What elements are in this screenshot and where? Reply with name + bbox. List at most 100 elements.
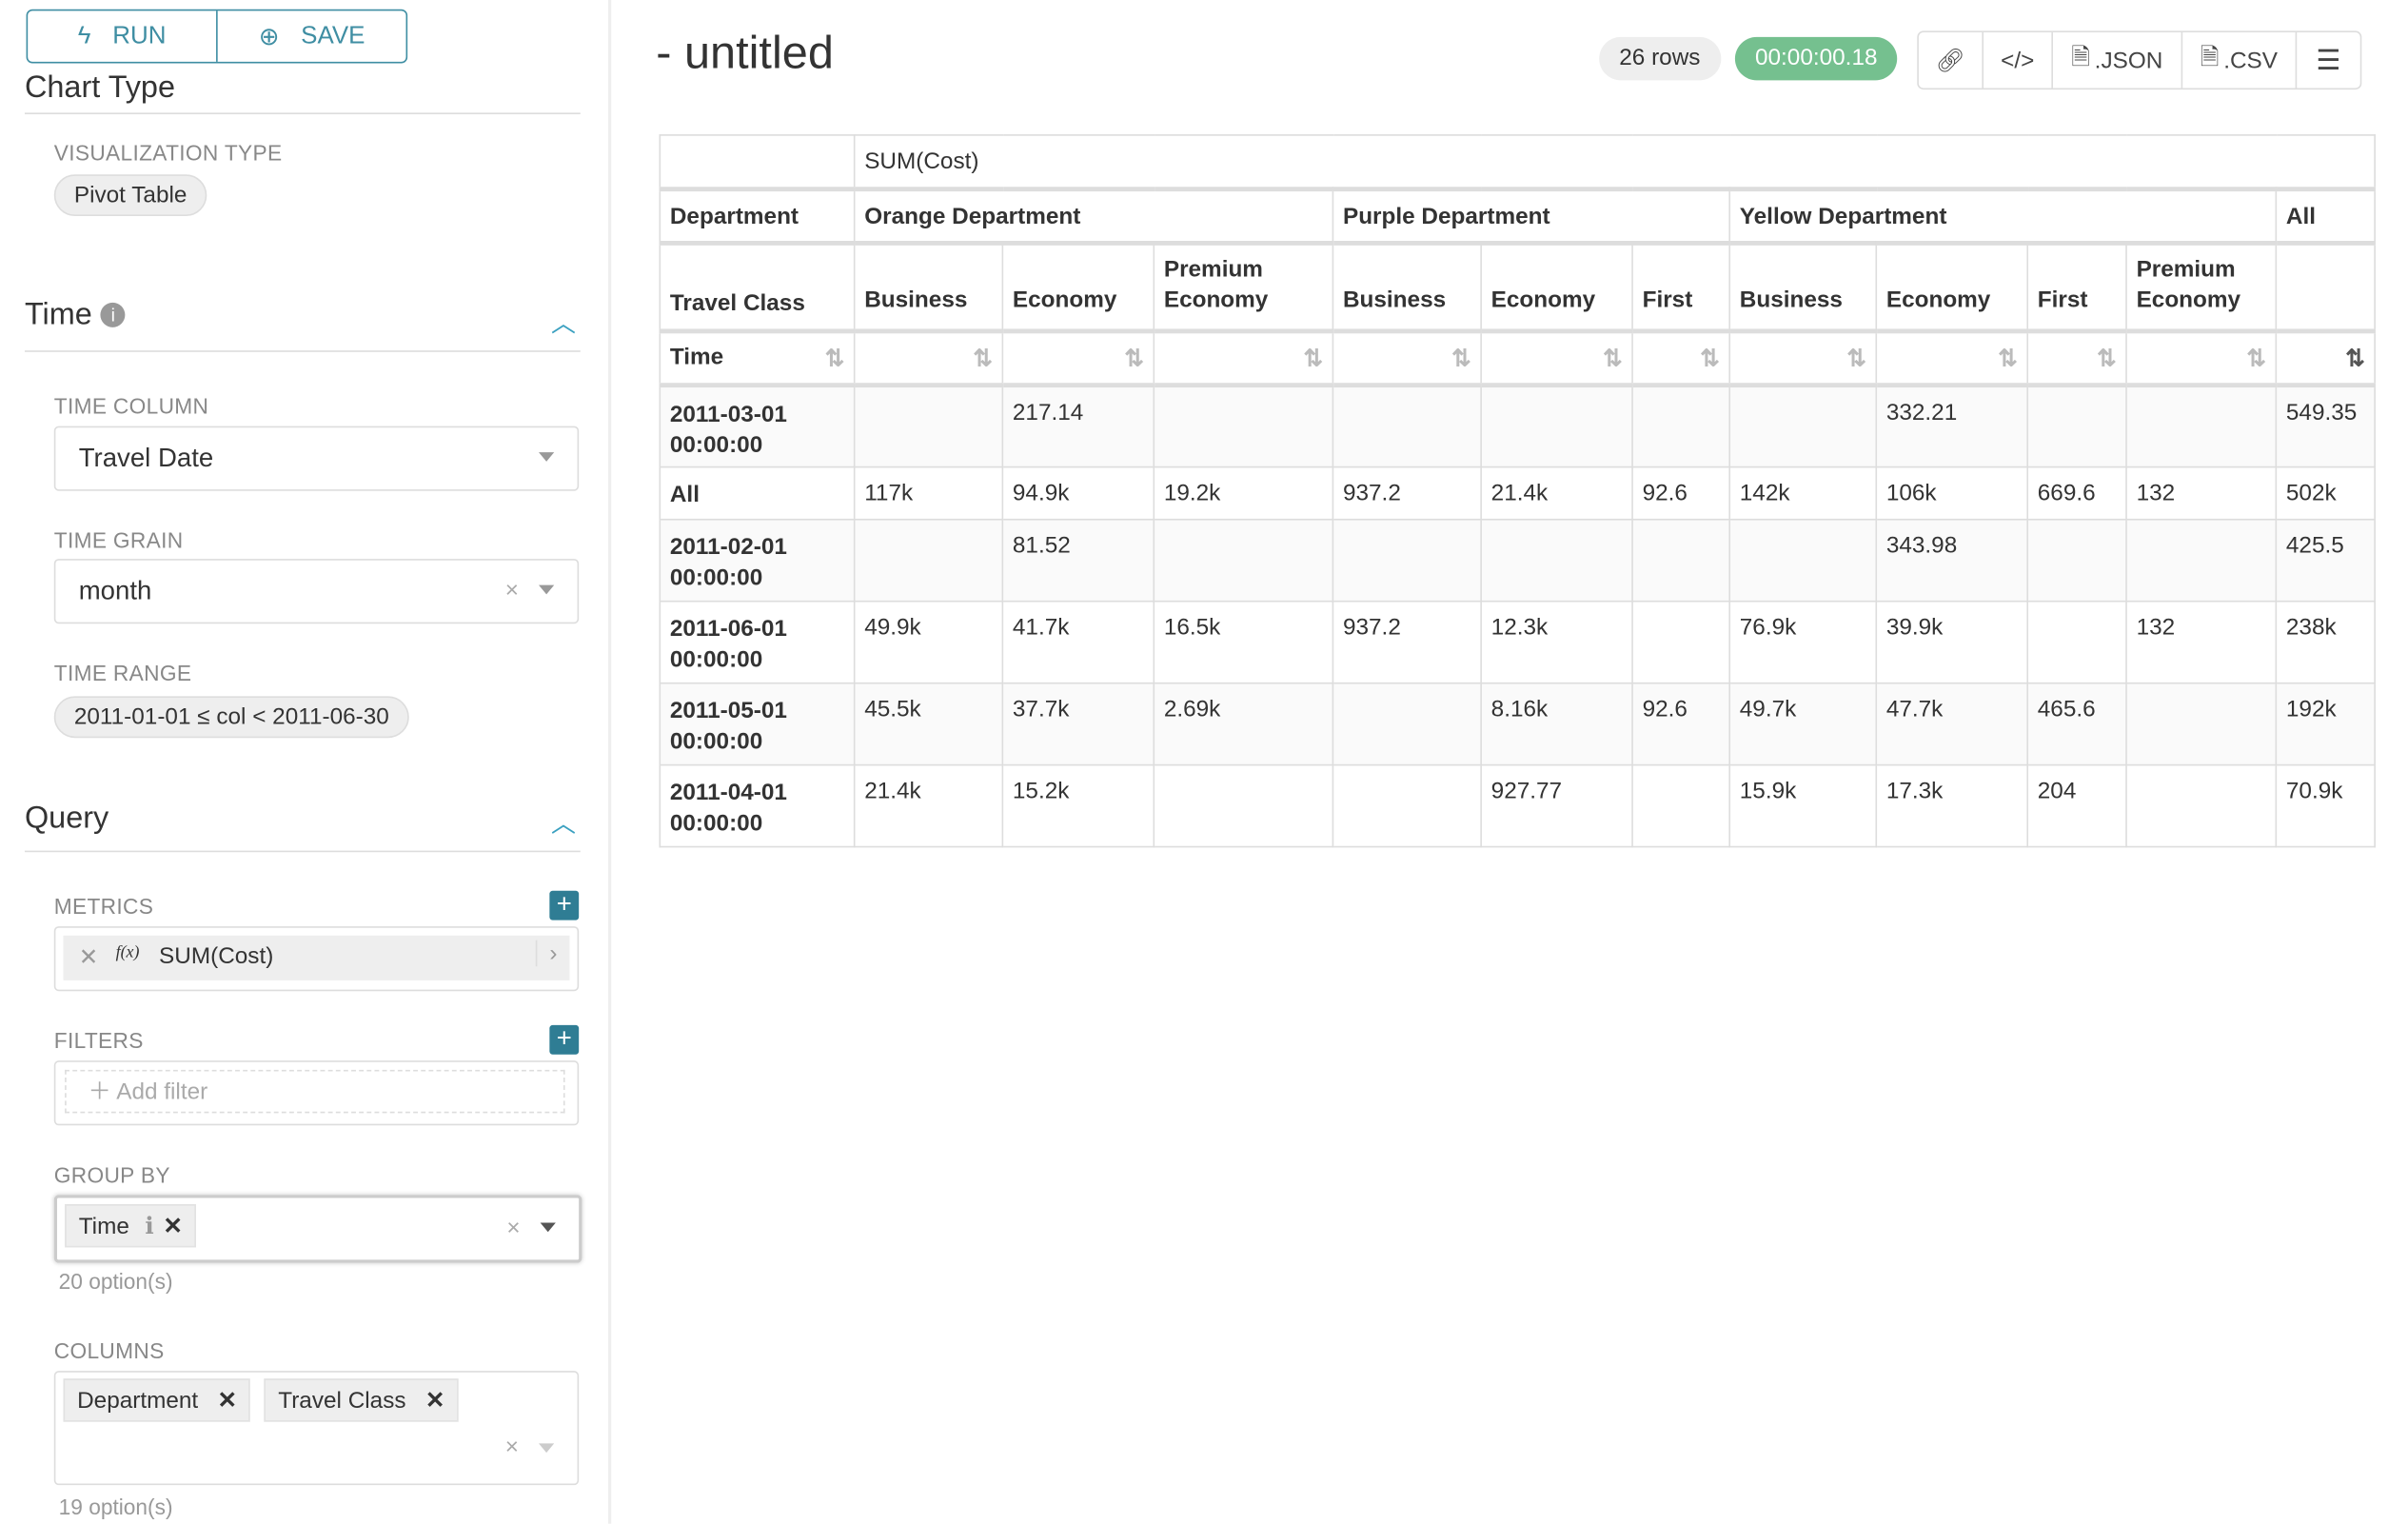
table-row: All 117k 94.9k 19.2k 937.2 21.4k 92.6 142k 106k 6…	[659, 465, 2376, 521]
table-cell: 465.6	[2026, 682, 2127, 766]
export-csv-button[interactable]: 🗎 .CSV	[2182, 32, 2298, 89]
section-query[interactable]: Query	[24, 801, 109, 836]
add-filter-button[interactable]: ＋ Add filter	[65, 1069, 565, 1114]
table-cell: 19.2k	[1153, 465, 1334, 521]
info-icon[interactable]: ℹ	[145, 1213, 154, 1240]
table-cell: 37.7k	[1001, 682, 1155, 766]
info-icon[interactable]: i	[100, 302, 126, 327]
chevron-up-icon[interactable]: ︿	[550, 311, 576, 339]
time-range-pill[interactable]: 2011-01-01 ≤ col < 2011-06-30	[53, 696, 409, 739]
table-cell: 192k	[2275, 682, 2376, 766]
section-time-title: Time	[24, 298, 92, 332]
plus-icon: ＋	[88, 1079, 111, 1106]
column-tag: Department ✕	[63, 1378, 251, 1422]
table-cell: 117k	[853, 465, 1004, 521]
sort-icon[interactable]: ⇅	[2275, 330, 2376, 388]
save-button[interactable]: ⊕ SAVE	[258, 22, 365, 50]
link-icon[interactable]: 🔗︎	[1919, 32, 1984, 89]
table-cell	[1631, 763, 1731, 848]
table-cell	[853, 384, 1004, 468]
table-cell: 15.2k	[1001, 763, 1155, 848]
metrics-field: ✕ f(x) SUM(Cost) ›	[53, 926, 580, 992]
table-cell	[2026, 384, 2127, 468]
clear-icon[interactable]: ×	[506, 1215, 521, 1241]
section-chart-type[interactable]: Chart Type	[24, 70, 176, 106]
sort-icon[interactable]: ⇅	[1153, 330, 1334, 388]
remove-tag-icon[interactable]: ✕	[424, 1387, 445, 1415]
department-header: Purple Department	[1332, 188, 1731, 246]
caret-down-icon	[539, 584, 555, 595]
columns-select[interactable]: Department ✕ Travel Class ✕ ×	[53, 1371, 580, 1486]
row-count-badge: 26 rows	[1599, 36, 1721, 81]
table-cell: 92.6	[1631, 682, 1731, 766]
group-by-tag-label: Time ℹ ✕	[65, 1204, 197, 1248]
sort-icon[interactable]: ⇅	[1728, 330, 1878, 388]
sort-icon[interactable]: ⇅	[1332, 330, 1482, 388]
table-cell: 204	[2026, 763, 2127, 848]
caret-down-icon	[540, 1222, 556, 1233]
metric-tag[interactable]: ✕ f(x) SUM(Cost) ›	[63, 935, 570, 980]
sort-icon[interactable]: ⇅	[853, 330, 1004, 388]
travel-class-header: Premium Economy	[1153, 242, 1334, 334]
clear-icon[interactable]: ×	[504, 577, 519, 604]
embed-code-icon[interactable]: </>	[1984, 32, 2053, 89]
group-by-tag: Time ℹ ✕	[65, 1204, 203, 1248]
metric-label: SUM(Cost)	[159, 942, 274, 970]
table-cell: 49.7k	[1728, 682, 1878, 766]
sort-icon[interactable]: ⇅	[2125, 330, 2278, 388]
visualization-type-pill[interactable]: Pivot Table	[53, 174, 207, 217]
table-cell: 927.77	[1480, 763, 1633, 848]
group-by-hint: 20 option(s)	[58, 1269, 173, 1295]
sort-icon[interactable]: ⇅	[1480, 330, 1633, 388]
sort-icon[interactable]: ⇅	[1631, 330, 1731, 388]
table-cell: 49.9k	[853, 600, 1004, 684]
table-cell: 17.3k	[1875, 763, 2029, 848]
clear-icon[interactable]: ×	[504, 1434, 519, 1461]
export-json-button[interactable]: 🗎 .JSON	[2053, 32, 2183, 89]
travel-class-header: Economy	[1875, 242, 2029, 334]
table-cell	[1153, 518, 1334, 603]
table-cell: 142k	[1728, 465, 1878, 521]
fx-icon: f(x)	[115, 942, 140, 962]
table-cell: 70.9k	[2275, 763, 2376, 848]
sort-icon[interactable]: ⇅	[1875, 330, 2029, 388]
add-filter-plus-button[interactable]: +	[549, 1024, 580, 1055]
menu-icon[interactable]: ☰	[2316, 44, 2341, 75]
chevron-right-icon[interactable]: ›	[535, 940, 557, 967]
sort-icon[interactable]: ⇅	[824, 346, 845, 372]
sort-icon[interactable]: ⇅	[1001, 330, 1155, 388]
time-grain-select[interactable]: month ×	[53, 559, 580, 624]
table-cell: 92.6	[1631, 465, 1731, 521]
remove-tag-icon[interactable]: ✕	[217, 1387, 237, 1415]
table-cell	[2026, 600, 2127, 684]
time-column-select[interactable]: Travel Date	[53, 426, 580, 491]
table-cell: 106k	[1875, 465, 2029, 521]
tag-text: Time	[78, 1213, 129, 1240]
add-metric-button[interactable]: +	[549, 890, 580, 920]
remove-icon[interactable]: ✕	[78, 944, 99, 972]
table-cell	[2125, 384, 2278, 468]
run-button[interactable]: ϟ RUN	[28, 10, 218, 62]
remove-tag-icon[interactable]: ✕	[163, 1213, 183, 1240]
group-by-select[interactable]: Time ℹ ✕ ×	[53, 1195, 582, 1263]
chevron-up-icon[interactable]: ︿	[550, 812, 576, 839]
sort-icon[interactable]: ⇅	[2026, 330, 2127, 388]
time-header[interactable]: Time ⇅	[659, 330, 856, 388]
table-cell: 332.21	[1875, 384, 2029, 468]
table-cell	[2026, 518, 2127, 603]
table-cell	[1728, 384, 1878, 468]
section-time[interactable]: Time i	[25, 298, 126, 333]
tag-text: Travel Class	[278, 1387, 406, 1415]
chart-area: - untitled 26 rows 00:00:00.18 🔗︎ </> 🗎.…	[610, 0, 2408, 1524]
metric-header: SUM(Cost)	[853, 134, 2376, 192]
tag-text: Department	[77, 1387, 199, 1415]
group-by-label: GROUP BY	[53, 1162, 170, 1188]
table-cell: 132	[2125, 465, 2278, 521]
pivot-table: SUM(Cost) Department Orange Department Purp…	[659, 134, 2376, 848]
csv-label: .CSV	[2223, 47, 2279, 74]
table-cell	[1480, 384, 1633, 468]
table-cell	[1332, 384, 1482, 468]
table-cell: 47.7k	[1875, 682, 2029, 766]
table-cell	[853, 518, 1004, 603]
chart-title[interactable]: - untitled	[656, 28, 834, 79]
